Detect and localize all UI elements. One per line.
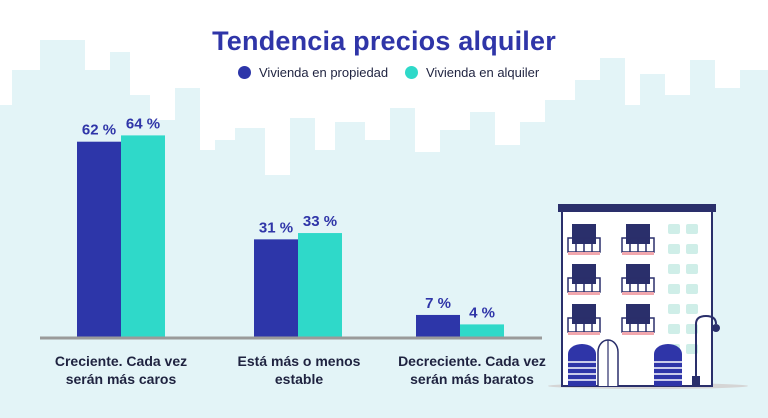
data-label-propiedad-1: 31 % [259, 219, 293, 236]
bar-propiedad-0 [77, 141, 121, 337]
data-label-alquiler-0: 64 % [126, 115, 160, 132]
apartment-building-illustration-icon [548, 204, 748, 389]
category-label-line: serán más caros [65, 371, 177, 387]
category-label-line: serán más baratos [410, 371, 534, 387]
chart-title: Tendencia precios alquiler [212, 26, 556, 56]
bars-group [77, 135, 504, 337]
category-label-decreciente: Decreciente. Cada vez serán más baratos [387, 352, 557, 388]
legend-swatch-alquiler [405, 66, 418, 79]
data-label-alquiler-2: 4 % [469, 304, 495, 321]
category-label-line: Creciente. Cada vez [54, 353, 188, 369]
bar-propiedad-2 [416, 314, 460, 337]
category-label-line: Está más o menos [237, 353, 361, 369]
bar-propiedad-1 [254, 239, 298, 337]
legend-swatch-propiedad [238, 66, 251, 79]
data-label-alquiler-1: 33 % [303, 213, 337, 230]
bar-alquiler-2 [460, 324, 504, 337]
category-label-line: Decreciente. Cada vez [398, 353, 546, 369]
bar-alquiler-1 [298, 233, 342, 337]
legend-label-propiedad: Vivienda en propiedad [259, 65, 389, 80]
bar-alquiler-0 [121, 135, 165, 337]
legend-item-propiedad: Vivienda en propiedad [238, 65, 388, 80]
data-label-propiedad-0: 62 % [82, 122, 116, 139]
category-label-line: estable [274, 371, 324, 387]
legend-item-alquiler: Vivienda en alquiler [405, 65, 539, 80]
category-label-estable: Está más o menos estable [214, 352, 384, 388]
legend-label-alquiler: Vivienda en alquiler [426, 65, 540, 80]
category-label-creciente: Creciente. Cada vez serán más caros [36, 352, 206, 388]
data-labels-group: 62 % 31 % 7 % 64 % 33 % 4 % [82, 115, 495, 321]
data-label-propiedad-2: 7 % [425, 295, 451, 312]
